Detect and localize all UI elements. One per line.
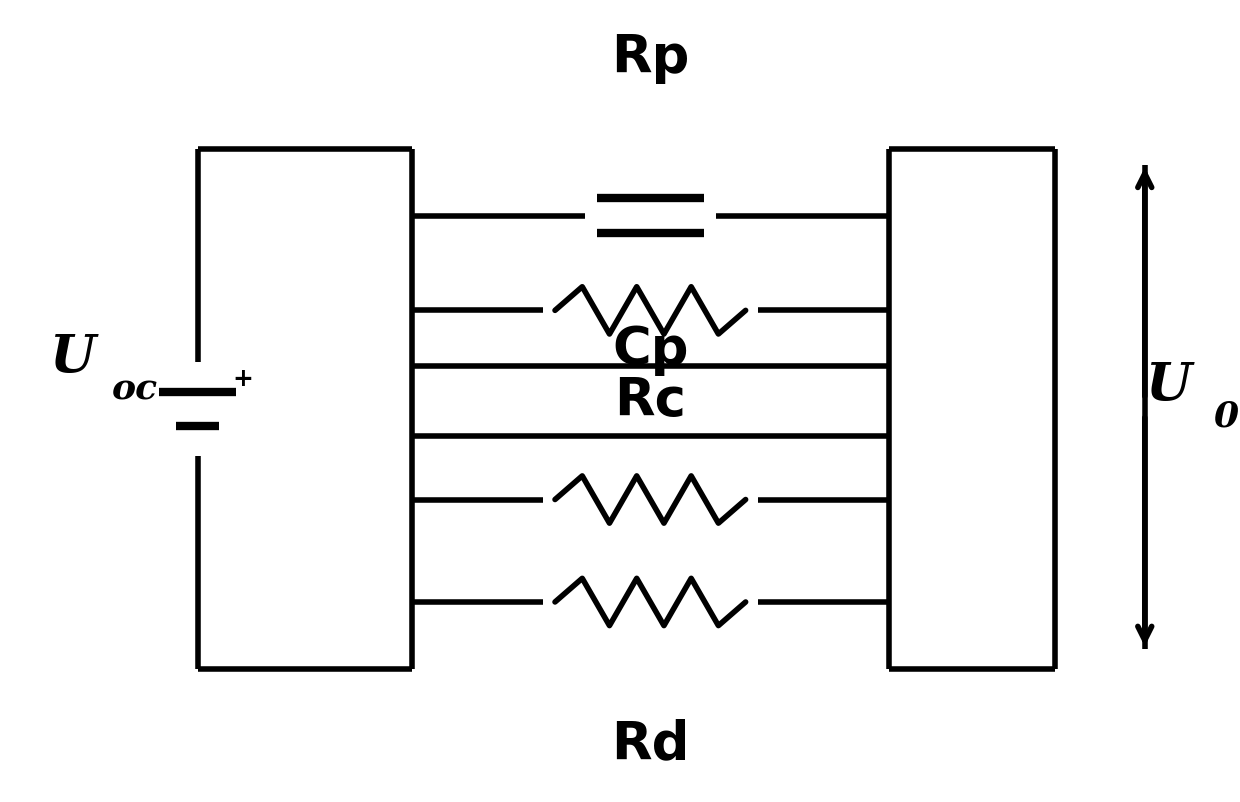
Text: U: U — [50, 332, 95, 383]
Text: 0: 0 — [1213, 399, 1239, 434]
Text: Cp: Cp — [613, 324, 688, 376]
Text: oc: oc — [112, 372, 157, 406]
Text: Rd: Rd — [611, 718, 689, 770]
Text: Rc: Rc — [614, 375, 686, 427]
Text: Rp: Rp — [611, 32, 689, 84]
Text: U: U — [1146, 360, 1192, 411]
Text: +: + — [232, 367, 253, 391]
